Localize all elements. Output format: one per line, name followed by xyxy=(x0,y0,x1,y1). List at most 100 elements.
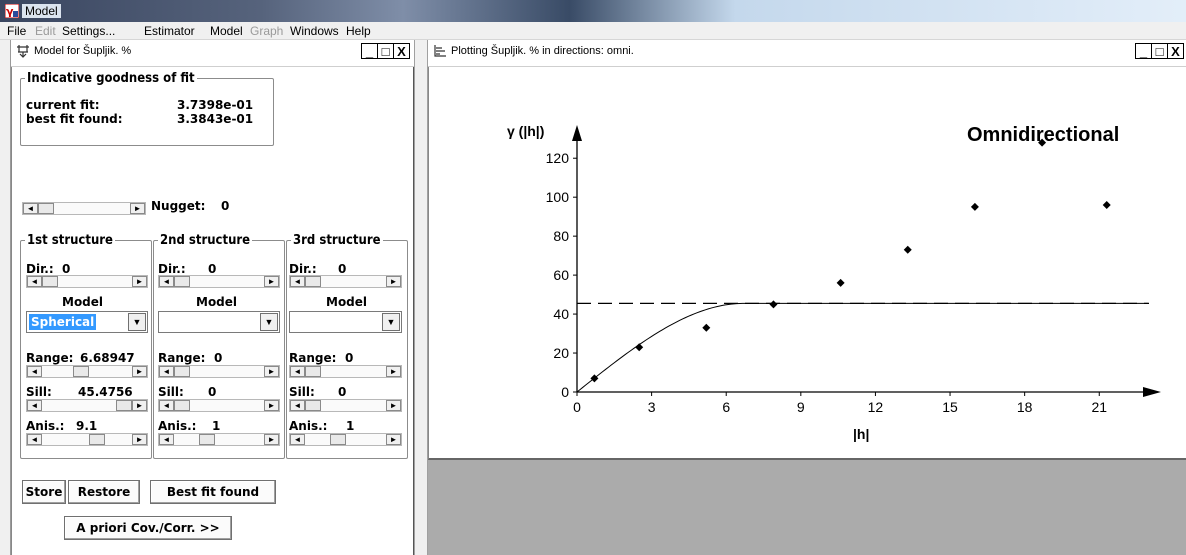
variogram-app-icon: γ xyxy=(5,4,19,18)
x-axis-arrow xyxy=(1143,387,1161,397)
window-frame-left xyxy=(0,40,11,555)
structure-3-model-value xyxy=(292,314,296,330)
structure-2-legend: 2nd structure xyxy=(160,233,251,248)
data-point xyxy=(836,278,845,287)
structure-2-dir-label: Dir.: xyxy=(158,262,186,276)
menu-settings[interactable]: Settings... xyxy=(62,24,116,38)
y-tick-label: 120 xyxy=(546,150,570,166)
y-axis-label: γ (|h|) xyxy=(507,123,544,139)
y-tick-label: 100 xyxy=(546,189,570,205)
model-window-icon xyxy=(17,45,29,58)
best-fit-value: 3.3843e-01 xyxy=(177,112,254,126)
y-axis-arrow xyxy=(572,125,582,141)
model-window: Model for Šupljik. % _ □ X Indicative go… xyxy=(11,41,414,555)
structure-3-anis-label: Anis.: xyxy=(289,419,328,433)
data-point xyxy=(635,343,644,352)
maximize-button[interactable]: □ xyxy=(377,43,394,59)
restore-button[interactable]: Restore xyxy=(68,480,140,504)
structure-2-dir-slider[interactable]: ◄ ► xyxy=(158,275,280,288)
svg-text:γ: γ xyxy=(6,5,14,18)
structure-2-model-value xyxy=(161,314,165,330)
structure-3-anis-value: 1 xyxy=(346,419,355,433)
current-fit-label: current fit: xyxy=(26,98,100,112)
data-point xyxy=(903,245,912,254)
x-tick-label: 18 xyxy=(1017,399,1033,415)
structure-3-group: 3rd structure xyxy=(286,233,408,459)
store-button[interactable]: Store xyxy=(22,480,66,504)
structure-1-dir-slider[interactable]: ◄ ► xyxy=(26,275,148,288)
menu-file[interactable]: File xyxy=(7,24,27,38)
nugget-right-arrow-icon[interactable]: ► xyxy=(130,203,145,214)
model-panel: Indicative goodness of fit current fit: … xyxy=(12,67,413,555)
structure-1-anis-value: 9.1 xyxy=(76,419,98,433)
data-point xyxy=(970,202,979,211)
structure-2-sill-slider[interactable]: ◄ ► xyxy=(158,399,280,412)
structure-1-dir-value: 0 xyxy=(62,262,71,276)
chevron-down-icon[interactable]: ▼ xyxy=(382,313,400,331)
structure-3-anis-slider[interactable]: ◄ ► xyxy=(289,433,402,446)
window-frame-separator xyxy=(414,40,428,555)
structure-3-sill-value: 0 xyxy=(338,385,347,399)
y-tick-label: 20 xyxy=(553,345,569,361)
nugget-left-arrow-icon[interactable]: ◄ xyxy=(23,203,38,214)
structure-3-sill-slider[interactable]: ◄ ► xyxy=(289,399,402,412)
minimize-button[interactable]: _ xyxy=(361,43,378,59)
structure-1-anis-label: Anis.: xyxy=(26,419,65,433)
x-tick-label: 12 xyxy=(868,399,884,415)
plot-icon xyxy=(434,45,446,57)
structure-3-range-value: 0 xyxy=(345,351,354,365)
menu-windows[interactable]: Windows xyxy=(290,24,339,38)
structure-2-anis-label: Anis.: xyxy=(158,419,197,433)
menu-graph[interactable]: Graph xyxy=(250,24,284,38)
structure-1-dir-label: Dir.: xyxy=(26,262,54,276)
structure-2-group: 2nd structure xyxy=(153,233,285,459)
menu-estimator[interactable]: Estimator xyxy=(144,24,195,38)
structure-1-anis-slider[interactable]: ◄ ► xyxy=(26,433,148,446)
structure-1-sill-value: 45.4756 xyxy=(78,385,133,399)
data-point xyxy=(1038,138,1047,147)
x-tick-label: 15 xyxy=(942,399,958,415)
chevron-down-icon[interactable]: ▼ xyxy=(128,313,146,331)
goodness-of-fit-group: Indicative goodness of fit xyxy=(20,71,274,146)
structure-2-range-label: Range: xyxy=(158,351,206,365)
menu-edit[interactable]: Edit xyxy=(35,24,56,38)
menu-help[interactable]: Help xyxy=(346,24,371,38)
x-tick-label: 9 xyxy=(797,399,805,415)
structure-1-range-slider[interactable]: ◄ ► xyxy=(26,365,148,378)
close-button[interactable]: X xyxy=(1167,43,1184,59)
nugget-slider[interactable]: ◄ ► xyxy=(22,202,146,215)
structure-2-range-slider[interactable]: ◄ ► xyxy=(158,365,280,378)
structure-1-legend: 1st structure xyxy=(27,233,113,248)
a-priori-button[interactable]: A priori Cov./Corr. >> xyxy=(64,516,232,540)
structure-3-model-select[interactable]: ▼ xyxy=(289,311,402,333)
x-tick-label: 3 xyxy=(648,399,656,415)
structure-2-anis-slider[interactable]: ◄ ► xyxy=(158,433,280,446)
chevron-down-icon[interactable]: ▼ xyxy=(260,313,278,331)
nugget-slider-thumb[interactable] xyxy=(38,203,54,214)
best-fit-button[interactable]: Best fit found xyxy=(150,480,276,504)
maximize-button[interactable]: □ xyxy=(1151,43,1168,59)
close-button[interactable]: X xyxy=(393,43,410,59)
plot-window: Plotting Šupljik. % in directions: omni.… xyxy=(428,41,1186,460)
y-tick-label: 0 xyxy=(561,384,569,400)
data-point xyxy=(769,300,778,309)
structure-3-dir-label: Dir.: xyxy=(289,262,317,276)
model-window-title: Model for Šupljik. % xyxy=(34,45,132,57)
minimize-button[interactable]: _ xyxy=(1135,43,1152,59)
structure-3-range-slider[interactable]: ◄ ► xyxy=(289,365,402,378)
y-tick-label: 80 xyxy=(553,228,569,244)
x-tick-label: 6 xyxy=(722,399,730,415)
structure-3-dir-slider[interactable]: ◄ ► xyxy=(289,275,402,288)
structure-1-range-value: 6.68947 xyxy=(80,351,135,365)
structure-1-model-select[interactable]: Spherical ▼ xyxy=(26,311,148,333)
menu-model[interactable]: Model xyxy=(210,24,243,38)
best-fit-label: best fit found: xyxy=(26,112,123,126)
data-point xyxy=(702,323,711,332)
structure-1-group: 1st structure xyxy=(20,233,152,459)
app-title-bar: γ Model xyxy=(0,0,1186,22)
plot-window-title: Plotting Šupljik. % in directions: omni. xyxy=(451,45,634,57)
structure-1-sill-slider[interactable]: ◄ ► xyxy=(26,399,148,412)
structure-2-dir-value: 0 xyxy=(208,262,217,276)
structure-2-model-select[interactable]: ▼ xyxy=(158,311,280,333)
data-point xyxy=(1102,200,1111,209)
